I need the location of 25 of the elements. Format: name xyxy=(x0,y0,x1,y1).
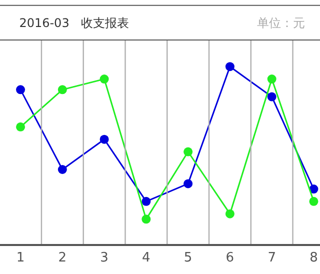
x-tick-label: 8 xyxy=(310,250,318,266)
point xyxy=(58,85,67,94)
x-tick-label: 1 xyxy=(16,250,25,266)
text: 单位：元 xyxy=(257,16,305,30)
point xyxy=(16,85,26,94)
point xyxy=(184,147,193,156)
point xyxy=(100,74,109,84)
point xyxy=(142,196,151,206)
point xyxy=(58,165,67,174)
point xyxy=(309,196,318,206)
x-tick-label: 3 xyxy=(100,250,108,266)
point xyxy=(16,122,26,132)
point xyxy=(225,209,234,218)
x-tick-label: 5 xyxy=(184,250,192,266)
chart-title: 2016-03 收支报表 xyxy=(19,16,129,30)
point xyxy=(142,214,151,224)
point xyxy=(267,92,276,102)
point xyxy=(267,74,276,84)
x-tick-label: 2 xyxy=(58,250,67,266)
point xyxy=(100,134,109,144)
point xyxy=(184,179,193,188)
x-tick-label: 6 xyxy=(226,250,234,266)
point xyxy=(225,62,234,72)
x-tick-label: 7 xyxy=(268,250,276,266)
x-tick-label: 4 xyxy=(142,250,150,266)
